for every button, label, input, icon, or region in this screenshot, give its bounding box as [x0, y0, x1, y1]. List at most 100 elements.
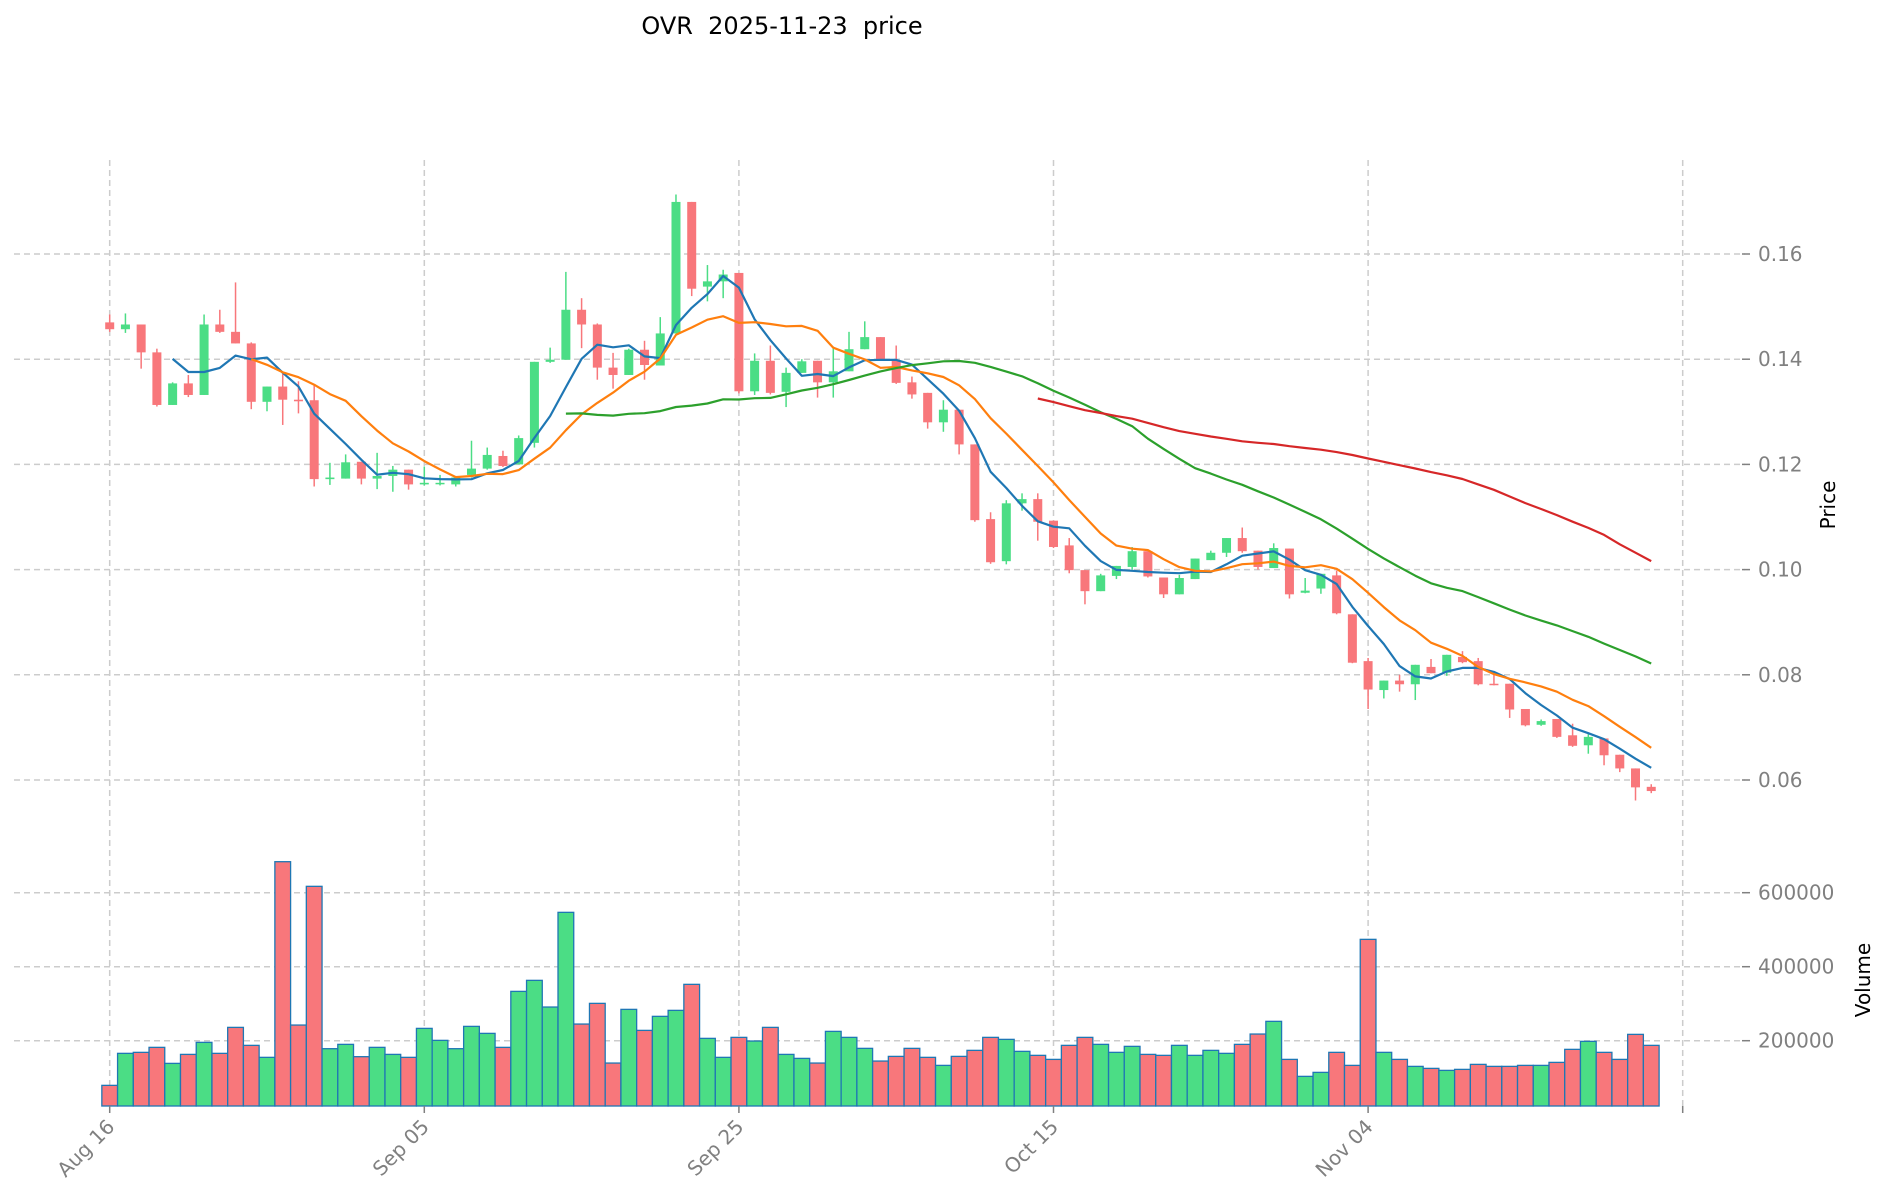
candle [860, 321, 870, 350]
candle-body [1159, 577, 1169, 595]
candle-body [262, 386, 272, 402]
volume-bar [352, 1056, 370, 1107]
date-tick-label: Nov 04 [1311, 1115, 1378, 1182]
volume-bar [494, 1046, 512, 1107]
candle-body [1001, 503, 1011, 562]
volume-bar [1595, 1051, 1613, 1107]
volume-bar [305, 885, 323, 1107]
candle [1316, 573, 1326, 594]
volume-bar [1280, 1058, 1298, 1107]
volume-bar [1343, 1064, 1361, 1107]
candle [592, 323, 602, 380]
candle-body [813, 360, 823, 383]
candle-body [1049, 520, 1058, 547]
candle [1237, 527, 1247, 553]
volume-bar [1092, 1043, 1110, 1107]
volume-bar [1107, 1051, 1125, 1107]
candle [1033, 493, 1043, 541]
candle-body [1174, 578, 1184, 595]
candle [781, 367, 791, 408]
volume-bar [368, 1046, 386, 1107]
volume-bar [934, 1064, 952, 1107]
candle-body [797, 361, 807, 373]
candle [1615, 754, 1625, 773]
candle [136, 324, 146, 369]
price-tick-label: 0.10 [1758, 558, 1803, 582]
volume-bar [1453, 1068, 1471, 1107]
candle [419, 466, 429, 486]
candle [466, 440, 476, 478]
candle [498, 450, 508, 468]
volume-bar [1044, 1058, 1063, 1107]
volume-bar [1501, 1065, 1519, 1107]
candle [120, 313, 130, 333]
volume-bar [211, 1052, 229, 1107]
volume-bar [1076, 1036, 1094, 1107]
candle [1489, 674, 1499, 686]
volume-bar [1532, 1064, 1550, 1107]
candle-body [498, 455, 508, 466]
gridlines [14, 160, 1745, 1106]
candle [372, 452, 382, 490]
volume-bar [258, 1056, 276, 1107]
volume-bar [1485, 1065, 1503, 1107]
candle-body [466, 468, 476, 475]
volume-bar [604, 1062, 622, 1107]
price-axis-label: Price [1816, 481, 1840, 530]
candle-body [278, 386, 288, 400]
candle-body [356, 461, 366, 479]
volume-bar [242, 1044, 260, 1107]
candle [1174, 574, 1184, 595]
candle-body [1253, 550, 1263, 567]
candle [687, 201, 697, 297]
candle-body [844, 349, 854, 372]
candle-body [545, 359, 555, 362]
candle-body [136, 324, 146, 353]
candle [1505, 683, 1515, 718]
candle-body [702, 281, 712, 287]
candle-body [1206, 552, 1216, 561]
candle [1127, 546, 1137, 570]
candle [875, 337, 885, 361]
candle [168, 382, 178, 405]
candle [482, 447, 492, 470]
candle-body [293, 399, 303, 402]
candle-body [1143, 551, 1153, 577]
volume-bar [1564, 1048, 1582, 1107]
candle [1001, 500, 1011, 565]
volume-bar [179, 1053, 197, 1107]
volume-bar [274, 861, 292, 1107]
candle [1520, 708, 1530, 727]
candle [356, 461, 366, 485]
volume-bar [541, 1006, 559, 1107]
candle-body [199, 324, 209, 395]
date-tick-label: Aug 16 [52, 1115, 119, 1182]
candle [1080, 570, 1090, 605]
candle-body [1064, 545, 1074, 571]
candle [954, 409, 964, 455]
candle-body [1017, 499, 1027, 504]
volume-bar [903, 1047, 921, 1107]
volume-bar [1328, 1051, 1346, 1107]
volume-bar [761, 1026, 779, 1107]
volume-bar [856, 1047, 874, 1107]
candle [1552, 718, 1562, 738]
candle [1599, 738, 1609, 766]
candle-body [970, 444, 980, 521]
candle-body [1583, 736, 1593, 746]
candle [734, 272, 744, 394]
volume-bar [966, 1049, 984, 1107]
candle [765, 345, 775, 395]
candle-body [215, 324, 225, 332]
volume-bar [919, 1056, 937, 1107]
volume-bar [714, 1056, 732, 1107]
candle-body [168, 383, 178, 405]
candle [1363, 657, 1373, 709]
candle [1300, 578, 1310, 594]
volume-bar [431, 1039, 449, 1107]
volume-bar [997, 1038, 1015, 1107]
candle-body [860, 337, 870, 350]
candle [1631, 768, 1641, 801]
price-tick-label: 0.12 [1758, 452, 1803, 476]
candle-body [341, 462, 351, 479]
